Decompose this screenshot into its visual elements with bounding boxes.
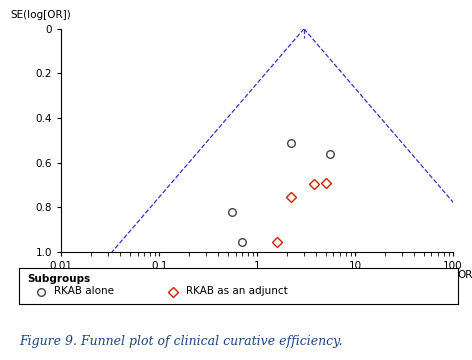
Text: Figure 9. Funnel plot of clinical curative efficiency.: Figure 9. Funnel plot of clinical curati… <box>19 335 343 348</box>
Text: Subgroups: Subgroups <box>28 274 91 284</box>
Text: RKAB as an adjunct: RKAB as an adjunct <box>185 285 287 296</box>
Text: SE(log[OR]): SE(log[OR]) <box>10 10 71 20</box>
Text: RKAB alone: RKAB alone <box>54 285 114 296</box>
Text: OR: OR <box>457 270 472 280</box>
